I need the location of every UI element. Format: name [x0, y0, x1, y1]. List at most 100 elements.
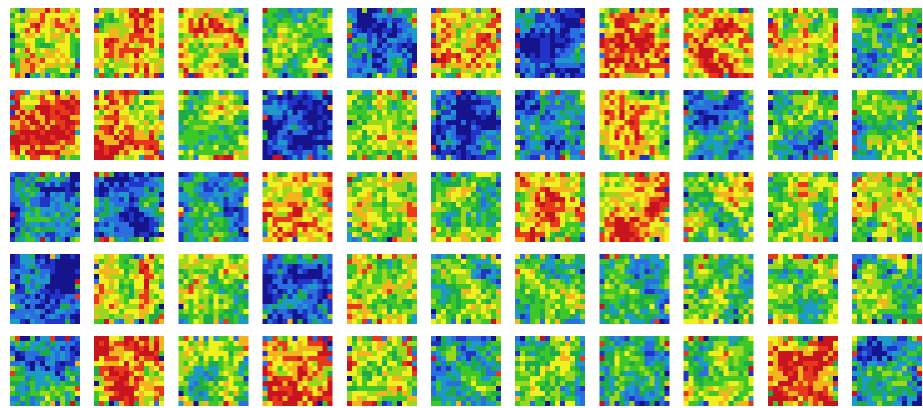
pixel	[263, 115, 268, 120]
pixel	[491, 100, 496, 105]
pixel	[609, 23, 614, 28]
pixel	[188, 8, 193, 13]
pixel	[50, 150, 55, 155]
pixel	[313, 140, 318, 145]
pixel	[664, 68, 669, 73]
pixel	[15, 23, 20, 28]
pixel	[357, 90, 362, 95]
pixel	[788, 58, 793, 63]
pixel	[634, 150, 639, 155]
pixel	[803, 115, 808, 120]
pixel	[154, 145, 159, 150]
pixel	[243, 207, 248, 212]
pixel	[604, 23, 609, 28]
pixel	[382, 100, 387, 105]
pixel	[45, 177, 50, 182]
pixel	[159, 187, 164, 192]
pixel	[223, 43, 228, 48]
pixel	[768, 38, 773, 43]
pixel	[104, 232, 109, 237]
pixel	[70, 187, 75, 192]
pixel	[144, 155, 149, 160]
pixel	[45, 135, 50, 140]
pixel	[412, 130, 417, 135]
pixel	[664, 135, 669, 140]
pixel	[496, 145, 501, 150]
pixel	[35, 43, 40, 48]
pixel	[188, 130, 193, 135]
pixel	[75, 172, 80, 177]
pixel	[431, 43, 436, 48]
pixel	[461, 53, 466, 58]
pixel	[213, 68, 218, 73]
pixel	[639, 100, 644, 105]
pixel	[99, 18, 104, 23]
pixel	[520, 110, 525, 115]
pixel	[402, 33, 407, 38]
pixel	[714, 150, 719, 155]
pixel	[634, 73, 639, 78]
pixel	[783, 28, 788, 33]
pixel	[624, 150, 629, 155]
pixel	[298, 105, 303, 110]
pixel	[431, 140, 436, 145]
pixel	[233, 110, 238, 115]
pixel	[357, 68, 362, 73]
pixel	[729, 23, 734, 28]
pixel	[208, 145, 213, 150]
pixel	[193, 232, 198, 237]
pixel	[862, 100, 867, 105]
pixel	[188, 212, 193, 217]
pixel	[94, 187, 99, 192]
pixel	[773, 155, 778, 160]
pixel	[912, 63, 917, 68]
pixel	[178, 232, 183, 237]
pixel	[198, 13, 203, 18]
pixel	[65, 43, 70, 48]
pixel	[144, 140, 149, 145]
pixel	[119, 73, 124, 78]
pixel	[882, 90, 887, 95]
pixel	[897, 125, 902, 130]
pixel	[198, 207, 203, 212]
pixel	[783, 145, 788, 150]
pixel	[20, 120, 25, 125]
pixel	[664, 48, 669, 53]
pixel	[392, 73, 397, 78]
pixel	[40, 172, 45, 177]
pixel	[704, 120, 709, 125]
pixel	[323, 38, 328, 43]
pixel	[550, 18, 555, 23]
pixel	[699, 28, 704, 33]
pixel	[45, 172, 50, 177]
pixel	[357, 110, 362, 115]
pixel	[724, 90, 729, 95]
pixel	[75, 192, 80, 197]
pixel	[159, 237, 164, 242]
pixel	[228, 150, 233, 155]
pixel	[719, 95, 724, 100]
pixel	[208, 100, 213, 105]
pixel	[144, 53, 149, 58]
pixel	[773, 73, 778, 78]
pixel	[714, 105, 719, 110]
pixel	[347, 155, 352, 160]
pixel	[352, 115, 357, 120]
pixel	[40, 227, 45, 232]
pixel	[540, 105, 545, 110]
pixel	[565, 28, 570, 33]
pixel	[144, 100, 149, 105]
pixel	[55, 177, 60, 182]
pixel	[35, 38, 40, 43]
pixel	[857, 58, 862, 63]
pixel	[818, 63, 823, 68]
pixel	[203, 28, 208, 33]
pixel	[739, 130, 744, 135]
pixel	[75, 13, 80, 18]
pixel	[298, 135, 303, 140]
pixel	[65, 177, 70, 182]
pixel	[892, 23, 897, 28]
pixel	[50, 48, 55, 53]
pixel	[456, 110, 461, 115]
pixel	[328, 13, 333, 18]
